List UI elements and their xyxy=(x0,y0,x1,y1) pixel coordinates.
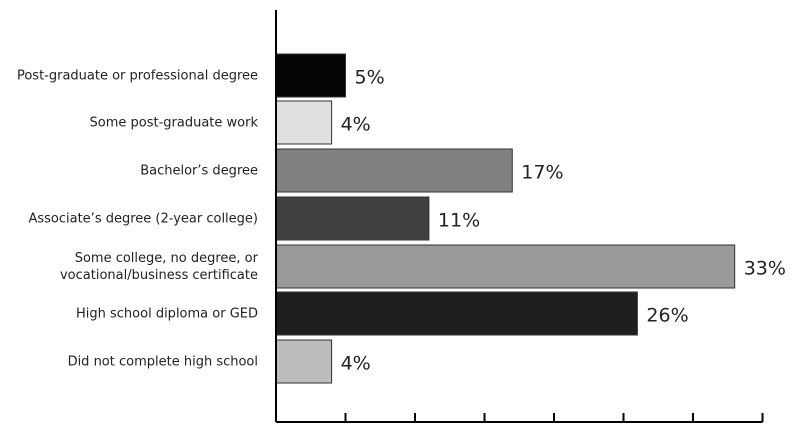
category-label-1: Some post-graduate work xyxy=(90,115,259,130)
bar-0 xyxy=(275,53,346,98)
bar-4 xyxy=(275,244,736,289)
category-label-6: Did not complete high school xyxy=(68,354,258,369)
value-label-4: 33% xyxy=(744,258,786,280)
category-label-5: High school diploma or GED xyxy=(76,306,258,321)
bar-2 xyxy=(275,148,513,193)
category-label-2: Bachelor’s degree xyxy=(140,163,258,178)
value-label-0: 5% xyxy=(355,67,385,89)
category-label-3: Associate’s degree (2-year college) xyxy=(28,211,258,226)
category-label-0: Post-graduate or professional degree xyxy=(17,68,258,83)
bar-6 xyxy=(275,339,333,384)
category-label-4: Some college, no degree, or vocational/bu… xyxy=(60,251,259,283)
bar-5 xyxy=(275,291,638,336)
bars-layer xyxy=(275,53,736,384)
axis-layer xyxy=(275,10,764,423)
bar-3 xyxy=(275,196,430,241)
bar-1 xyxy=(275,100,333,145)
value-label-1: 4% xyxy=(341,114,371,136)
value-label-5: 26% xyxy=(646,305,688,327)
labels-layer: 5% Post-graduate or professional degree 4%… xyxy=(17,67,786,375)
value-label-6: 4% xyxy=(341,353,371,375)
value-label-2: 17% xyxy=(521,162,563,184)
value-label-3: 11% xyxy=(438,210,480,232)
